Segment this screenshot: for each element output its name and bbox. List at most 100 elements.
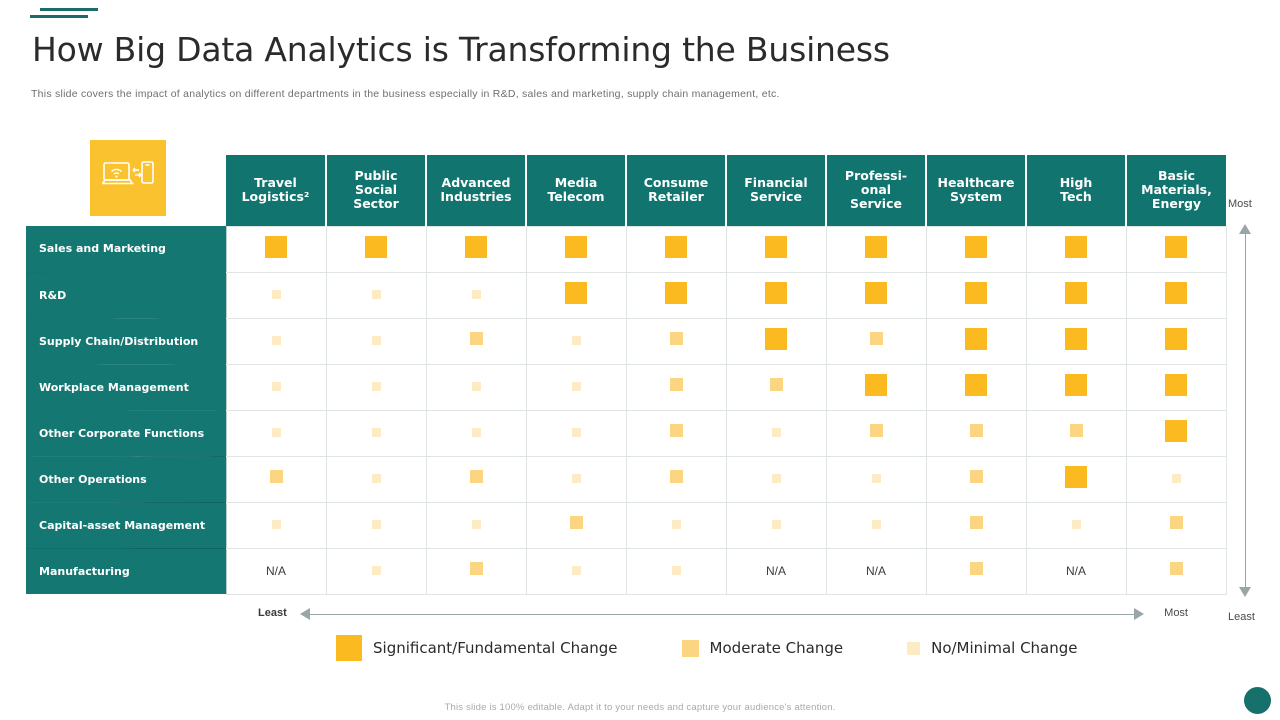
matrix-cell[interactable] xyxy=(1125,271,1227,319)
matrix-cell[interactable] xyxy=(325,547,427,595)
matrix-cell[interactable] xyxy=(825,455,927,503)
matrix-cell[interactable] xyxy=(225,363,327,411)
matrix-cell[interactable] xyxy=(325,409,427,457)
matrix-cell[interactable] xyxy=(1125,409,1227,457)
matrix-cell[interactable]: N/A xyxy=(725,547,827,595)
matrix-cell[interactable] xyxy=(725,455,827,503)
matrix-cell[interactable] xyxy=(925,317,1027,365)
row-header-workplace-management[interactable]: Workplace Management xyxy=(26,364,226,411)
matrix-cell[interactable] xyxy=(525,363,627,411)
matrix-cell[interactable] xyxy=(925,455,1027,503)
matrix-cell[interactable] xyxy=(725,363,827,411)
matrix-cell[interactable] xyxy=(925,363,1027,411)
matrix-cell[interactable] xyxy=(525,409,627,457)
matrix-cell[interactable] xyxy=(625,225,727,273)
matrix-cell[interactable] xyxy=(1025,455,1127,503)
matrix-cell[interactable] xyxy=(525,547,627,595)
matrix-cell[interactable] xyxy=(525,271,627,319)
matrix-cell[interactable]: N/A xyxy=(825,547,927,595)
matrix-cell[interactable] xyxy=(625,363,727,411)
matrix-cell[interactable] xyxy=(1125,225,1227,273)
row-header-r-d[interactable]: R&D xyxy=(26,272,226,319)
matrix-cell[interactable] xyxy=(725,409,827,457)
matrix-cell[interactable] xyxy=(325,455,427,503)
matrix-cell[interactable] xyxy=(225,317,327,365)
matrix-cell[interactable] xyxy=(925,501,1027,549)
row-header-capital-asset-management[interactable]: Capital-asset Management xyxy=(26,502,226,549)
matrix-cell[interactable] xyxy=(525,317,627,365)
matrix-cell[interactable] xyxy=(825,363,927,411)
matrix-cell[interactable] xyxy=(925,271,1027,319)
matrix-cell[interactable] xyxy=(1025,501,1127,549)
matrix-cell[interactable] xyxy=(625,271,727,319)
matrix-cell[interactable] xyxy=(1025,363,1127,411)
matrix-cell[interactable] xyxy=(1125,455,1227,503)
matrix-cell[interactable] xyxy=(825,317,927,365)
matrix-cell[interactable] xyxy=(225,409,327,457)
matrix-cell[interactable] xyxy=(625,409,727,457)
matrix-cell[interactable] xyxy=(425,455,527,503)
column-header-media-telecom[interactable]: Media Telecom xyxy=(526,155,627,226)
matrix-cell[interactable] xyxy=(725,225,827,273)
matrix-cell[interactable] xyxy=(525,225,627,273)
matrix-cell[interactable] xyxy=(225,225,327,273)
column-header-high-tech[interactable]: High Tech xyxy=(1026,155,1127,226)
matrix-cell[interactable] xyxy=(425,363,527,411)
matrix-cell[interactable] xyxy=(225,455,327,503)
column-header-travel-logistics[interactable]: Travel Logistics² xyxy=(226,155,327,226)
column-header-financial-service[interactable]: Financial Service xyxy=(726,155,827,226)
column-header-consume-retailer[interactable]: Consume Retailer xyxy=(626,155,727,226)
matrix-cell[interactable] xyxy=(525,455,627,503)
matrix-cell[interactable] xyxy=(425,225,527,273)
matrix-cell[interactable] xyxy=(825,271,927,319)
matrix-cell[interactable] xyxy=(725,271,827,319)
matrix-cell[interactable] xyxy=(1025,225,1127,273)
matrix-cell[interactable] xyxy=(625,317,727,365)
column-header-basic-materials-energy[interactable]: Basic Materials, Energy xyxy=(1126,155,1226,226)
matrix-cell[interactable] xyxy=(425,547,527,595)
matrix-cell[interactable] xyxy=(925,225,1027,273)
matrix-cell[interactable] xyxy=(425,501,527,549)
axis-h-least-label: Least xyxy=(258,607,287,619)
column-header-healthcare-system[interactable]: Healthcare System xyxy=(926,155,1027,226)
row-header-manufacturing[interactable]: Manufacturing xyxy=(26,548,226,594)
matrix-cell[interactable] xyxy=(925,547,1027,595)
matrix-cell[interactable] xyxy=(825,225,927,273)
matrix-cell[interactable] xyxy=(625,455,727,503)
matrix-cell[interactable] xyxy=(225,501,327,549)
matrix-cell[interactable] xyxy=(825,409,927,457)
column-header-public-social-sector[interactable]: Public Social Sector xyxy=(326,155,427,226)
matrix-cell[interactable] xyxy=(1125,501,1227,549)
matrix-cell[interactable] xyxy=(1025,317,1127,365)
matrix-cell[interactable] xyxy=(825,501,927,549)
matrix-cell[interactable] xyxy=(625,547,727,595)
matrix-cell[interactable] xyxy=(325,317,427,365)
matrix-cell[interactable] xyxy=(325,501,427,549)
matrix-cell[interactable] xyxy=(1125,547,1227,595)
matrix-cell[interactable] xyxy=(325,363,427,411)
matrix-cell[interactable] xyxy=(1025,271,1127,319)
matrix-cell[interactable] xyxy=(425,409,527,457)
matrix-cell[interactable] xyxy=(1125,363,1227,411)
matrix-cell[interactable] xyxy=(625,501,727,549)
matrix-cell[interactable]: N/A xyxy=(225,547,327,595)
matrix-cell[interactable] xyxy=(425,271,527,319)
matrix-cell[interactable] xyxy=(1125,317,1227,365)
matrix-cell[interactable]: N/A xyxy=(1025,547,1127,595)
row-header-other-corporate-functions[interactable]: Other Corporate Functions xyxy=(26,410,226,457)
matrix-cell[interactable] xyxy=(925,409,1027,457)
matrix-cell[interactable] xyxy=(525,501,627,549)
column-header-advanced-industries[interactable]: Advanced Industries xyxy=(426,155,527,226)
matrix-cell[interactable] xyxy=(1025,409,1127,457)
row-header-other-operations[interactable]: Other Operations xyxy=(26,456,226,503)
matrix-cell[interactable] xyxy=(725,317,827,365)
impact-marker-sig xyxy=(865,235,887,258)
row-header-supply-chain-distribution[interactable]: Supply Chain/Distribution xyxy=(26,318,226,365)
column-header-professional-service[interactable]: Professi-onal Service xyxy=(826,155,927,226)
matrix-cell[interactable] xyxy=(325,225,427,273)
matrix-cell[interactable] xyxy=(425,317,527,365)
matrix-cell[interactable] xyxy=(325,271,427,319)
row-header-sales-and-marketing[interactable]: Sales and Marketing xyxy=(26,226,226,273)
matrix-cell[interactable] xyxy=(725,501,827,549)
matrix-cell[interactable] xyxy=(225,271,327,319)
